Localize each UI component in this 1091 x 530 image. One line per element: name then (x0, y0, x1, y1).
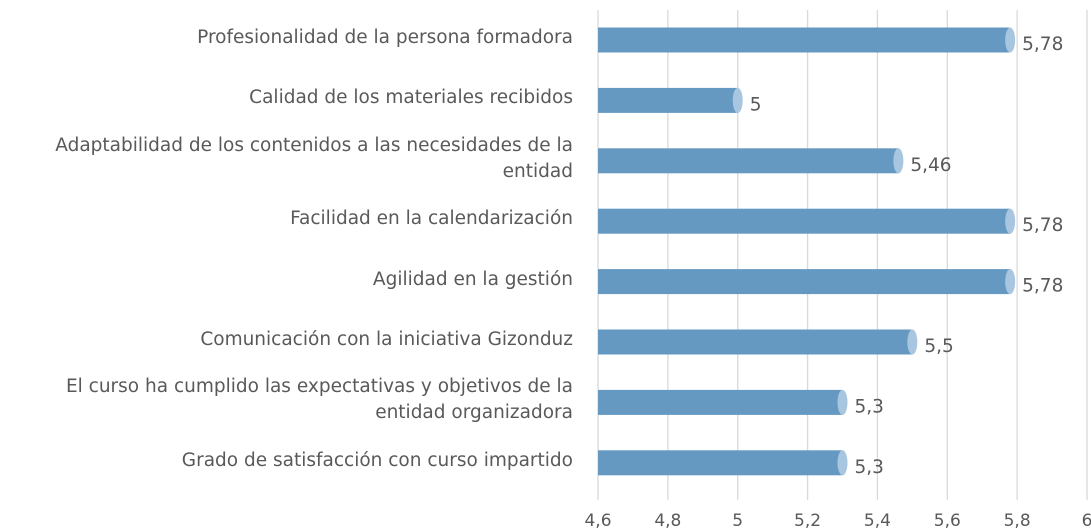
bar-cap (1005, 27, 1016, 53)
bar-cap (907, 329, 918, 355)
value-label: 5,78 (1022, 276, 1063, 297)
bar (598, 148, 899, 174)
category-label: Facilidad en la calendarización (290, 208, 573, 230)
value-label: 5,3 (855, 396, 884, 417)
value-label: 5,46 (910, 155, 951, 176)
x-tick-label: 6 (1082, 511, 1091, 530)
bar-cap (732, 87, 743, 113)
bar-cap (837, 389, 848, 415)
bar-cap (837, 450, 848, 476)
bar (598, 329, 913, 355)
bar (598, 269, 1011, 295)
x-tick-label: 5,2 (794, 511, 821, 530)
category-label: Agilidad en la gestión (372, 268, 573, 290)
value-label: 5,3 (855, 457, 884, 478)
category-label: Comunicación con la iniciativa Gizonduz (200, 329, 573, 350)
bar (598, 87, 738, 113)
x-tick-label: 4,8 (654, 511, 681, 530)
value-label: 5,5 (924, 336, 953, 357)
category-label: Adaptabilidad de los contenidos a las ne… (55, 134, 573, 182)
x-tick-label: 4,6 (584, 511, 611, 530)
category-label: Grado de satisfacción con curso impartid… (181, 449, 573, 471)
x-tick-label: 5,8 (1004, 511, 1031, 530)
bar (598, 450, 843, 476)
value-label: 5,78 (1022, 215, 1063, 236)
bar (598, 27, 1011, 53)
bar-cap (1005, 269, 1016, 295)
bar-cap (1005, 208, 1016, 234)
category-label: El curso ha cumplido las expectativas y … (65, 376, 573, 424)
bar-cap (893, 148, 904, 174)
value-label: 5 (750, 94, 762, 115)
category-label: Calidad de los materiales recibidos (249, 87, 573, 109)
bar (598, 208, 1011, 234)
x-tick-label: 5,4 (864, 511, 891, 530)
x-tick-label: 5 (732, 511, 743, 530)
bar (598, 389, 843, 415)
value-label: 5,78 (1022, 34, 1063, 55)
x-tick-label: 5,6 (934, 511, 961, 530)
category-label: Profesionalidad de la persona formadora (197, 27, 573, 48)
